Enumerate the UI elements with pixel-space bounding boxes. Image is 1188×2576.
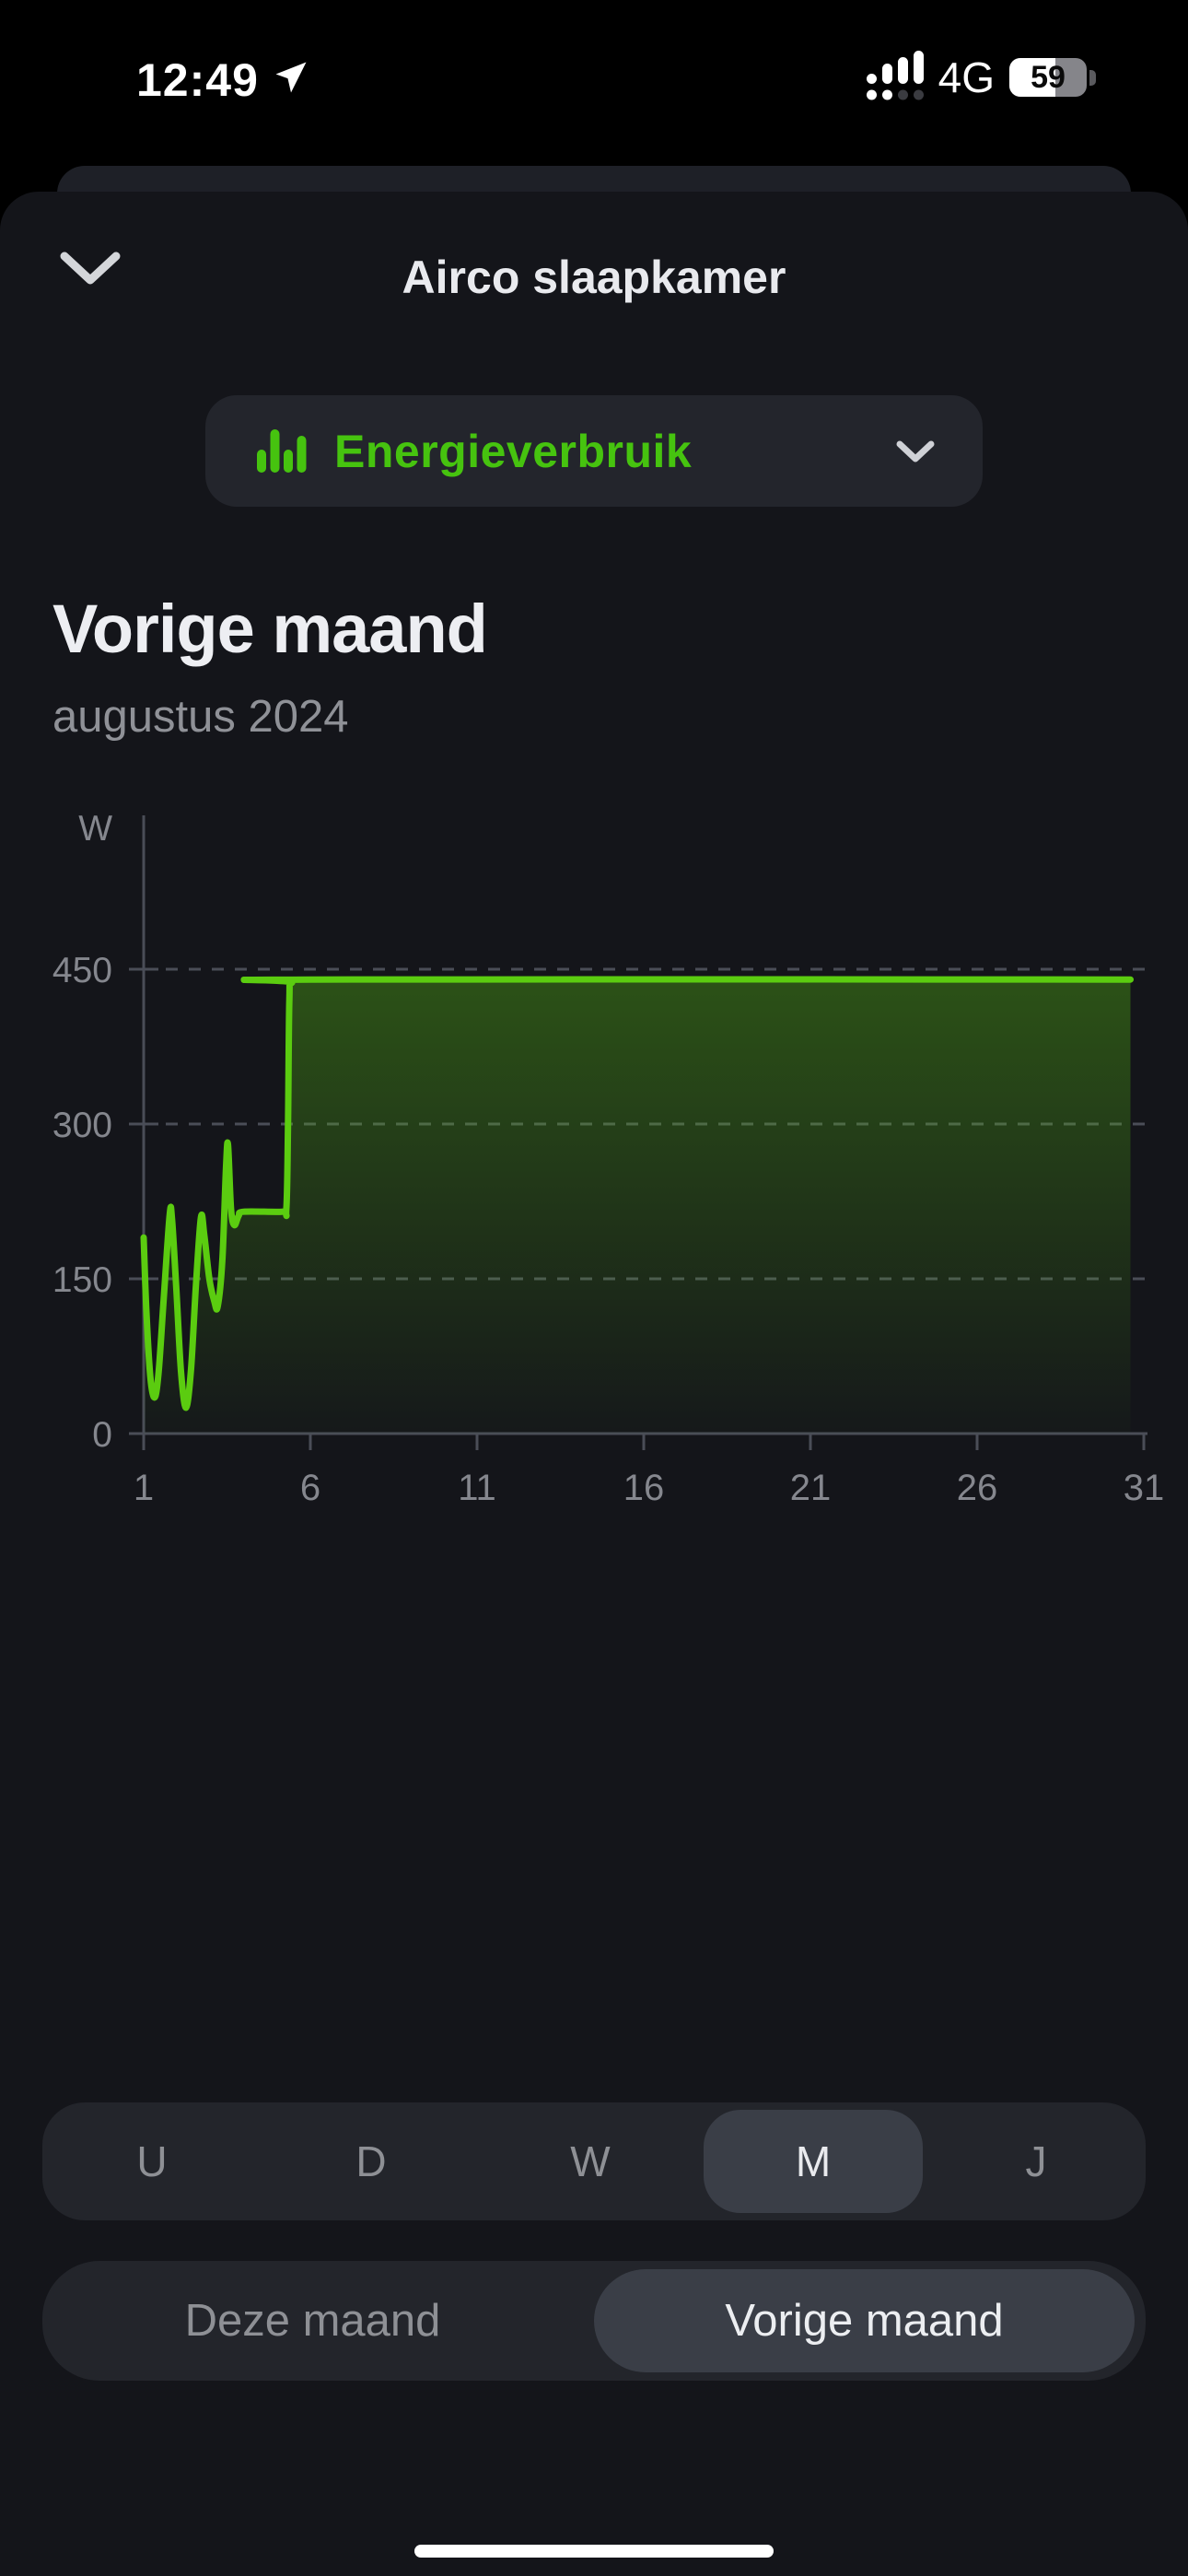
chevron-down-icon (896, 440, 935, 463)
status-indicators: 4G 59 (866, 50, 1096, 101)
series-line (140, 976, 1135, 1411)
bar-chart-icon (257, 427, 307, 475)
home-indicator[interactable] (414, 2545, 774, 2558)
battery-icon: 59 (1009, 58, 1096, 97)
period-subheading: augustus 2024 (52, 692, 349, 742)
battery-percent: 59 (1031, 59, 1066, 95)
battery-nub (1089, 69, 1096, 86)
status-time: 12:49 (136, 54, 259, 106)
series-area-fill (144, 978, 1131, 1434)
y-tick-label: 0 (92, 1415, 112, 1455)
y-tick-label: 450 (52, 951, 112, 990)
month-segmented-control: Deze maand Vorige maand (42, 2261, 1146, 2381)
device-sheet: Airco slaapkamer Energieverbruik Vorige … (0, 192, 1188, 2576)
x-tick-label: 21 (790, 1468, 832, 1508)
metric-dropdown-label: Energieverbruik (334, 425, 693, 477)
x-tick-label: 6 (300, 1468, 320, 1508)
battery-fill (1009, 58, 1055, 97)
y-axis-unit-label: W (78, 809, 112, 849)
month-option-vorige-maand[interactable]: Vorige maand (594, 2269, 1135, 2372)
sheet-title: Airco slaapkamer (402, 252, 786, 303)
period-heading: Vorige maand (52, 591, 488, 667)
location-arrow-icon (273, 59, 309, 100)
x-tick-label: 31 (1124, 1468, 1165, 1508)
collapse-sheet-button[interactable] (48, 240, 133, 300)
x-tick-label: 11 (458, 1468, 496, 1508)
energy-chart: 0 150 300 450 W 1 6 11 16 21 26 31 (0, 792, 1188, 1520)
cellular-signal-icon (866, 50, 924, 105)
network-type-label: 4G (938, 53, 995, 101)
range-option-w[interactable]: W (481, 2102, 700, 2220)
x-tick-label: 26 (957, 1468, 998, 1508)
y-tick-label: 150 (52, 1260, 112, 1300)
range-option-u[interactable]: U (42, 2102, 262, 2220)
range-option-m[interactable]: M (704, 2110, 923, 2213)
month-option-deze-maand[interactable]: Deze maand (42, 2261, 583, 2381)
chevron-down-icon (60, 252, 121, 289)
metric-dropdown[interactable]: Energieverbruik (205, 395, 983, 507)
y-tick-label: 300 (52, 1106, 112, 1145)
status-bar: 12:49 4G 59 (0, 0, 1188, 138)
range-option-d[interactable]: D (262, 2102, 481, 2220)
x-tick-label: 16 (623, 1468, 665, 1508)
range-option-j[interactable]: J (926, 2102, 1146, 2220)
x-tick-label: 1 (134, 1468, 154, 1508)
